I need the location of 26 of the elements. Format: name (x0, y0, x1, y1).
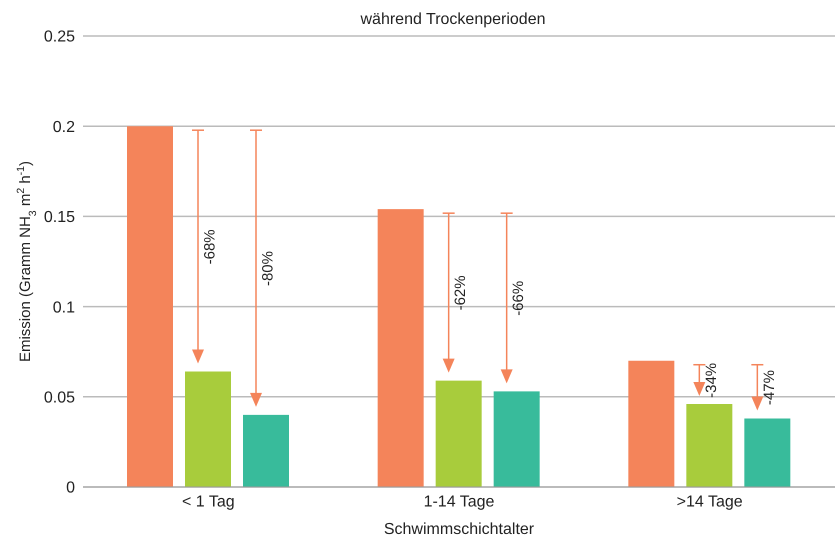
x-axis-title: Schwimmschichtalter (384, 521, 535, 538)
y-tick-label: 0.25 (44, 28, 76, 46)
y-tick-label: 0.15 (44, 209, 76, 226)
x-tick-label: 1-14 Tage (424, 493, 495, 510)
bar (686, 404, 732, 487)
annotation: -34% (702, 362, 720, 398)
bar (127, 126, 173, 487)
y-tick-label: 0 (66, 480, 76, 497)
bar (185, 372, 231, 487)
annotation: -66% (510, 280, 528, 316)
bar (378, 209, 424, 487)
bar (436, 380, 482, 487)
y-tick-label: 0.2 (52, 118, 76, 136)
bar (494, 391, 540, 487)
annotation: -47% (760, 370, 778, 406)
annotation: -68% (202, 229, 218, 264)
bar (744, 418, 790, 487)
x-tick-label: < 1 Tag (182, 493, 235, 510)
annotation: -80% (260, 251, 276, 286)
x-tick-label: >14 Tage (676, 493, 743, 510)
bar (243, 414, 289, 487)
bar (628, 360, 674, 487)
annotation: -62% (452, 275, 470, 310)
y-tick-label: 0.1 (52, 299, 76, 316)
y-tick-label: 0.05 (44, 389, 76, 406)
chart-title: während Trockenperioden (359, 11, 546, 28)
